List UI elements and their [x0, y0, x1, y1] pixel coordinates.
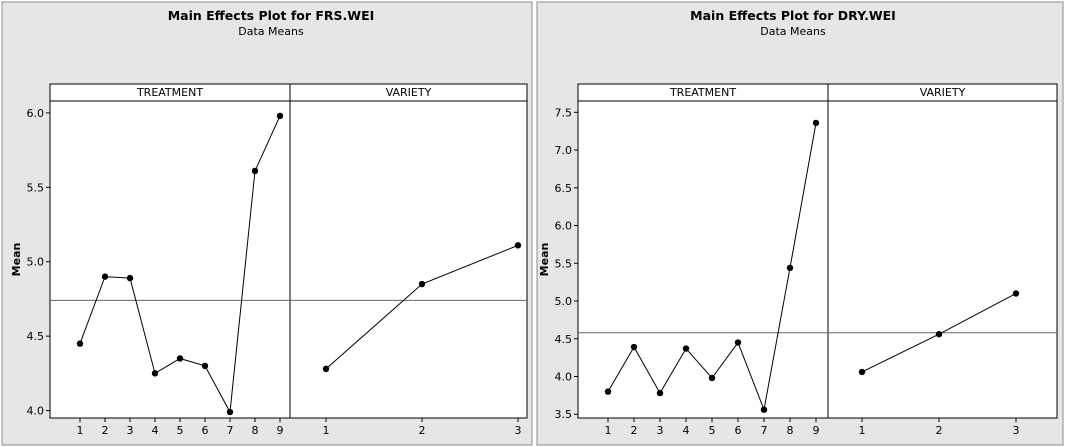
data-point [708, 374, 716, 382]
x-tick-label: 2 [419, 424, 426, 437]
data-point [514, 242, 522, 249]
plot-area [578, 84, 1057, 418]
data-point [251, 167, 259, 175]
x-tick-label: 1 [859, 424, 866, 437]
x-tick-label: 5 [709, 424, 716, 437]
x-tick-label: 9 [277, 424, 284, 437]
x-tick-label: 8 [252, 424, 259, 437]
data-point [935, 331, 943, 338]
plot-border [49, 100, 528, 419]
y-tick-label: 4.0 [27, 405, 45, 418]
data-point [276, 112, 284, 120]
data-point [201, 362, 209, 370]
y-tick-label: 7.0 [555, 144, 573, 157]
data-point [656, 389, 664, 397]
plot-border [577, 100, 1058, 419]
x-tick-label: 6 [202, 424, 209, 437]
data-point [760, 406, 768, 413]
data-point [1012, 290, 1020, 297]
y-tick-label: 5.0 [555, 295, 573, 308]
data-point [682, 345, 690, 352]
x-tick-label: 2 [102, 424, 109, 437]
x-tick-label: 2 [631, 424, 638, 437]
x-tick-label: 1 [77, 424, 84, 437]
x-tick-label: 1 [323, 424, 330, 437]
data-point [126, 274, 134, 282]
strip-label: TREATMENT [669, 86, 736, 99]
strip-label: VARIETY [920, 86, 966, 99]
data-point [812, 119, 820, 127]
main-effects-chart-1: Main Effects Plot for FRS.WEI Data Means T… [1, 1, 533, 446]
data-point [151, 370, 159, 377]
data-point [76, 340, 84, 347]
strip-label: TREATMENT [136, 86, 203, 99]
main-effects-chart-2: Main Effects Plot for DRY.WEI Data Means T… [536, 1, 1064, 446]
data-point [101, 273, 109, 280]
data-point [322, 365, 330, 373]
x-tick-label: 3 [515, 424, 522, 437]
y-tick-label: 6.0 [555, 220, 573, 233]
y-tick-label: 4.5 [555, 333, 573, 346]
x-tick-label: 4 [683, 424, 690, 437]
plot-area [50, 84, 527, 418]
data-point [786, 264, 794, 272]
y-tick-label: 6.0 [27, 107, 45, 120]
y-tick-label: 5.0 [27, 256, 45, 269]
y-axis-label: Mean [10, 243, 23, 277]
chart-subtitle: Data Means [760, 25, 826, 38]
y-tick-label: 4.0 [555, 370, 573, 383]
x-tick-label: 8 [787, 424, 794, 437]
data-point [858, 368, 866, 376]
x-tick-label: 1 [605, 424, 612, 437]
data-point [418, 280, 426, 288]
y-tick-label: 3.5 [555, 408, 573, 421]
y-tick-label: 7.5 [555, 106, 573, 119]
x-tick-label: 7 [761, 424, 768, 437]
strip-label: VARIETY [386, 86, 432, 99]
y-tick-label: 5.5 [27, 181, 45, 194]
chart-title: Main Effects Plot for DRY.WEI [690, 8, 896, 23]
chart-title: Main Effects Plot for FRS.WEI [168, 8, 375, 23]
data-point [176, 355, 184, 362]
data-point [734, 339, 742, 346]
x-tick-label: 9 [813, 424, 820, 437]
x-tick-label: 3 [127, 424, 134, 437]
y-tick-label: 4.5 [27, 330, 45, 343]
data-point [604, 388, 612, 395]
y-axis-label: Mean [538, 243, 551, 277]
x-tick-label: 7 [227, 424, 234, 437]
x-tick-label: 3 [657, 424, 664, 437]
x-tick-label: 3 [1013, 424, 1020, 437]
data-point [226, 408, 234, 416]
x-tick-label: 5 [177, 424, 184, 437]
data-point [630, 343, 638, 351]
x-tick-label: 2 [936, 424, 943, 437]
x-tick-label: 4 [152, 424, 159, 437]
chart-subtitle: Data Means [238, 25, 304, 38]
y-tick-label: 5.5 [555, 257, 573, 270]
y-tick-label: 6.5 [555, 182, 573, 195]
x-tick-label: 6 [735, 424, 742, 437]
